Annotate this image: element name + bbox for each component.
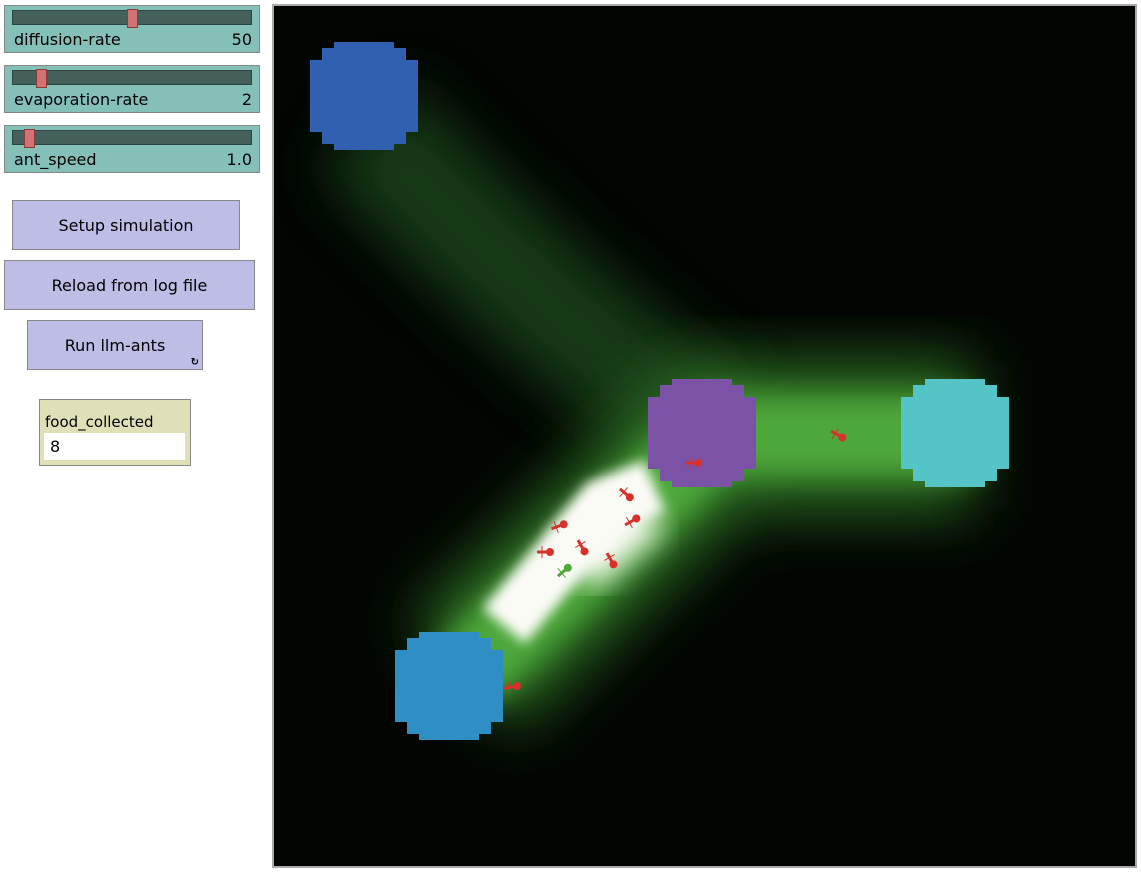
ant [624, 514, 641, 528]
slider-track[interactable] [12, 129, 252, 148]
slider-diffusion-rate[interactable]: diffusion-rate 50 [4, 5, 260, 53]
ant [537, 546, 554, 558]
slider-label: evaporation-rate [14, 90, 149, 109]
setup-simulation-button[interactable]: Setup simulation [12, 200, 240, 250]
world-canvas [274, 6, 1135, 866]
slider-thumb[interactable] [127, 9, 138, 28]
slider-label: ant_speed [14, 150, 97, 169]
ant [575, 539, 589, 556]
food-source [901, 379, 1009, 487]
monitor-label: food_collected [45, 413, 154, 431]
run-llm-ants-button[interactable]: Run llm-ants ↻ [27, 320, 203, 370]
food-source [395, 632, 503, 740]
button-label: Setup simulation [58, 215, 194, 235]
food-source [310, 42, 418, 150]
ant [550, 520, 568, 533]
button-label: Reload from log file [51, 275, 208, 295]
slider-evaporation-rate[interactable]: evaporation-rate 2 [4, 65, 260, 113]
ant [604, 552, 618, 569]
ant [618, 487, 634, 502]
food-collected-monitor: food_collected 8 [39, 399, 191, 466]
slider-track[interactable] [12, 9, 252, 28]
food-source [648, 379, 756, 487]
monitor-value: 8 [44, 433, 185, 460]
slider-track[interactable] [12, 69, 252, 88]
button-label: Run llm-ants [64, 335, 166, 355]
slider-label: diffusion-rate [14, 30, 121, 49]
slider-value: 1.0 [226, 150, 252, 169]
slider-value: 50 [231, 30, 252, 49]
ant-carrying-food [556, 563, 572, 578]
slider-thumb[interactable] [24, 129, 36, 148]
ant [503, 681, 521, 694]
ant [685, 457, 702, 469]
slider-value: 2 [241, 90, 252, 109]
slider-thumb[interactable] [35, 69, 47, 88]
forever-icon: ↻ [190, 357, 199, 368]
ant [830, 428, 847, 442]
slider-ant-speed[interactable]: ant_speed 1.0 [4, 125, 260, 173]
world-view[interactable] [272, 4, 1137, 868]
reload-log-button[interactable]: Reload from log file [4, 260, 255, 310]
